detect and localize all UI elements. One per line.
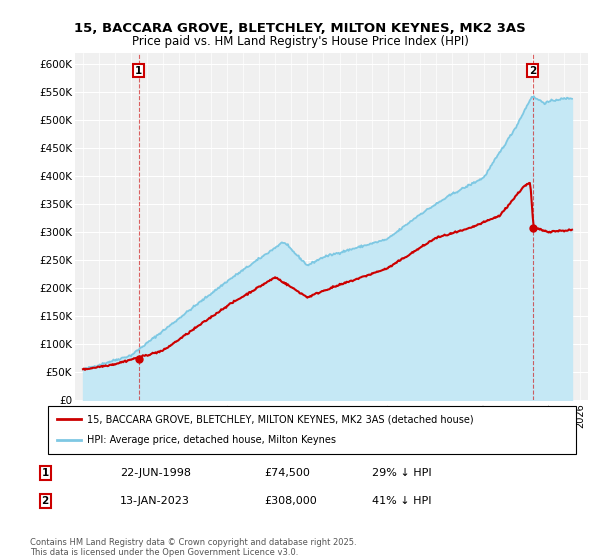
- Text: HPI: Average price, detached house, Milton Keynes: HPI: Average price, detached house, Milt…: [87, 435, 336, 445]
- Text: 2: 2: [529, 66, 536, 76]
- Text: 15, BACCARA GROVE, BLETCHLEY, MILTON KEYNES, MK2 3AS: 15, BACCARA GROVE, BLETCHLEY, MILTON KEY…: [74, 22, 526, 35]
- Text: £308,000: £308,000: [264, 496, 317, 506]
- Text: 22-JUN-1998: 22-JUN-1998: [120, 468, 191, 478]
- Text: 1: 1: [41, 468, 49, 478]
- Text: 29% ↓ HPI: 29% ↓ HPI: [372, 468, 431, 478]
- Text: 15, BACCARA GROVE, BLETCHLEY, MILTON KEYNES, MK2 3AS (detached house): 15, BACCARA GROVE, BLETCHLEY, MILTON KEY…: [87, 414, 473, 424]
- Text: 41% ↓ HPI: 41% ↓ HPI: [372, 496, 431, 506]
- Text: £74,500: £74,500: [264, 468, 310, 478]
- Text: Price paid vs. HM Land Registry's House Price Index (HPI): Price paid vs. HM Land Registry's House …: [131, 35, 469, 48]
- Text: 13-JAN-2023: 13-JAN-2023: [120, 496, 190, 506]
- Text: Contains HM Land Registry data © Crown copyright and database right 2025.
This d: Contains HM Land Registry data © Crown c…: [30, 538, 356, 557]
- Text: 1: 1: [135, 66, 142, 76]
- Text: 2: 2: [41, 496, 49, 506]
